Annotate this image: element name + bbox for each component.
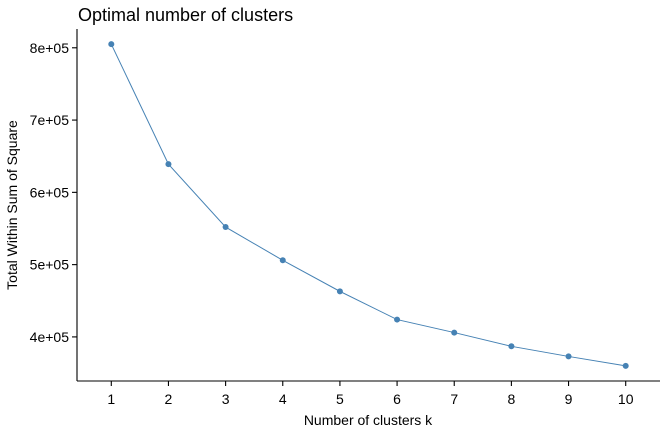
x-tick-label: 10 — [618, 391, 634, 407]
series-line — [110, 43, 626, 367]
y-axis-ticks: 4e+05 5e+05 6e+05 7e+05 8e+05 — [30, 40, 77, 345]
x-axis-label: Number of clusters k — [304, 412, 433, 428]
x-tick-label: 7 — [450, 391, 458, 407]
y-tick-label: 7e+05 — [30, 112, 70, 128]
y-axis-label: Total Within Sum of Square — [4, 120, 20, 290]
data-point — [508, 343, 515, 350]
data-point — [394, 316, 401, 323]
x-tick-label: 9 — [565, 391, 573, 407]
y-tick-label: 4e+05 — [30, 329, 70, 345]
data-point — [222, 224, 229, 231]
x-tick-label: 8 — [507, 391, 515, 407]
chart-title: Optimal number of clusters — [78, 5, 293, 25]
y-tick-label: 5e+05 — [30, 257, 70, 273]
x-tick-label: 4 — [279, 391, 287, 407]
x-tick-label: 6 — [393, 391, 401, 407]
data-point — [336, 288, 343, 295]
data-point — [165, 161, 172, 168]
x-axis-ticks: 1 2 3 4 5 6 7 8 9 10 — [107, 381, 634, 407]
x-tick-label: 5 — [336, 391, 344, 407]
x-tick-label: 1 — [107, 391, 115, 407]
data-point — [451, 329, 458, 336]
data-point — [108, 41, 115, 48]
y-tick-label: 8e+05 — [30, 40, 70, 56]
data-point — [279, 257, 286, 264]
plot-area — [108, 41, 629, 369]
x-tick-label: 3 — [222, 391, 230, 407]
x-tick-label: 2 — [165, 391, 173, 407]
data-point — [565, 353, 572, 360]
y-tick-label: 6e+05 — [30, 184, 70, 200]
data-point — [622, 362, 629, 369]
